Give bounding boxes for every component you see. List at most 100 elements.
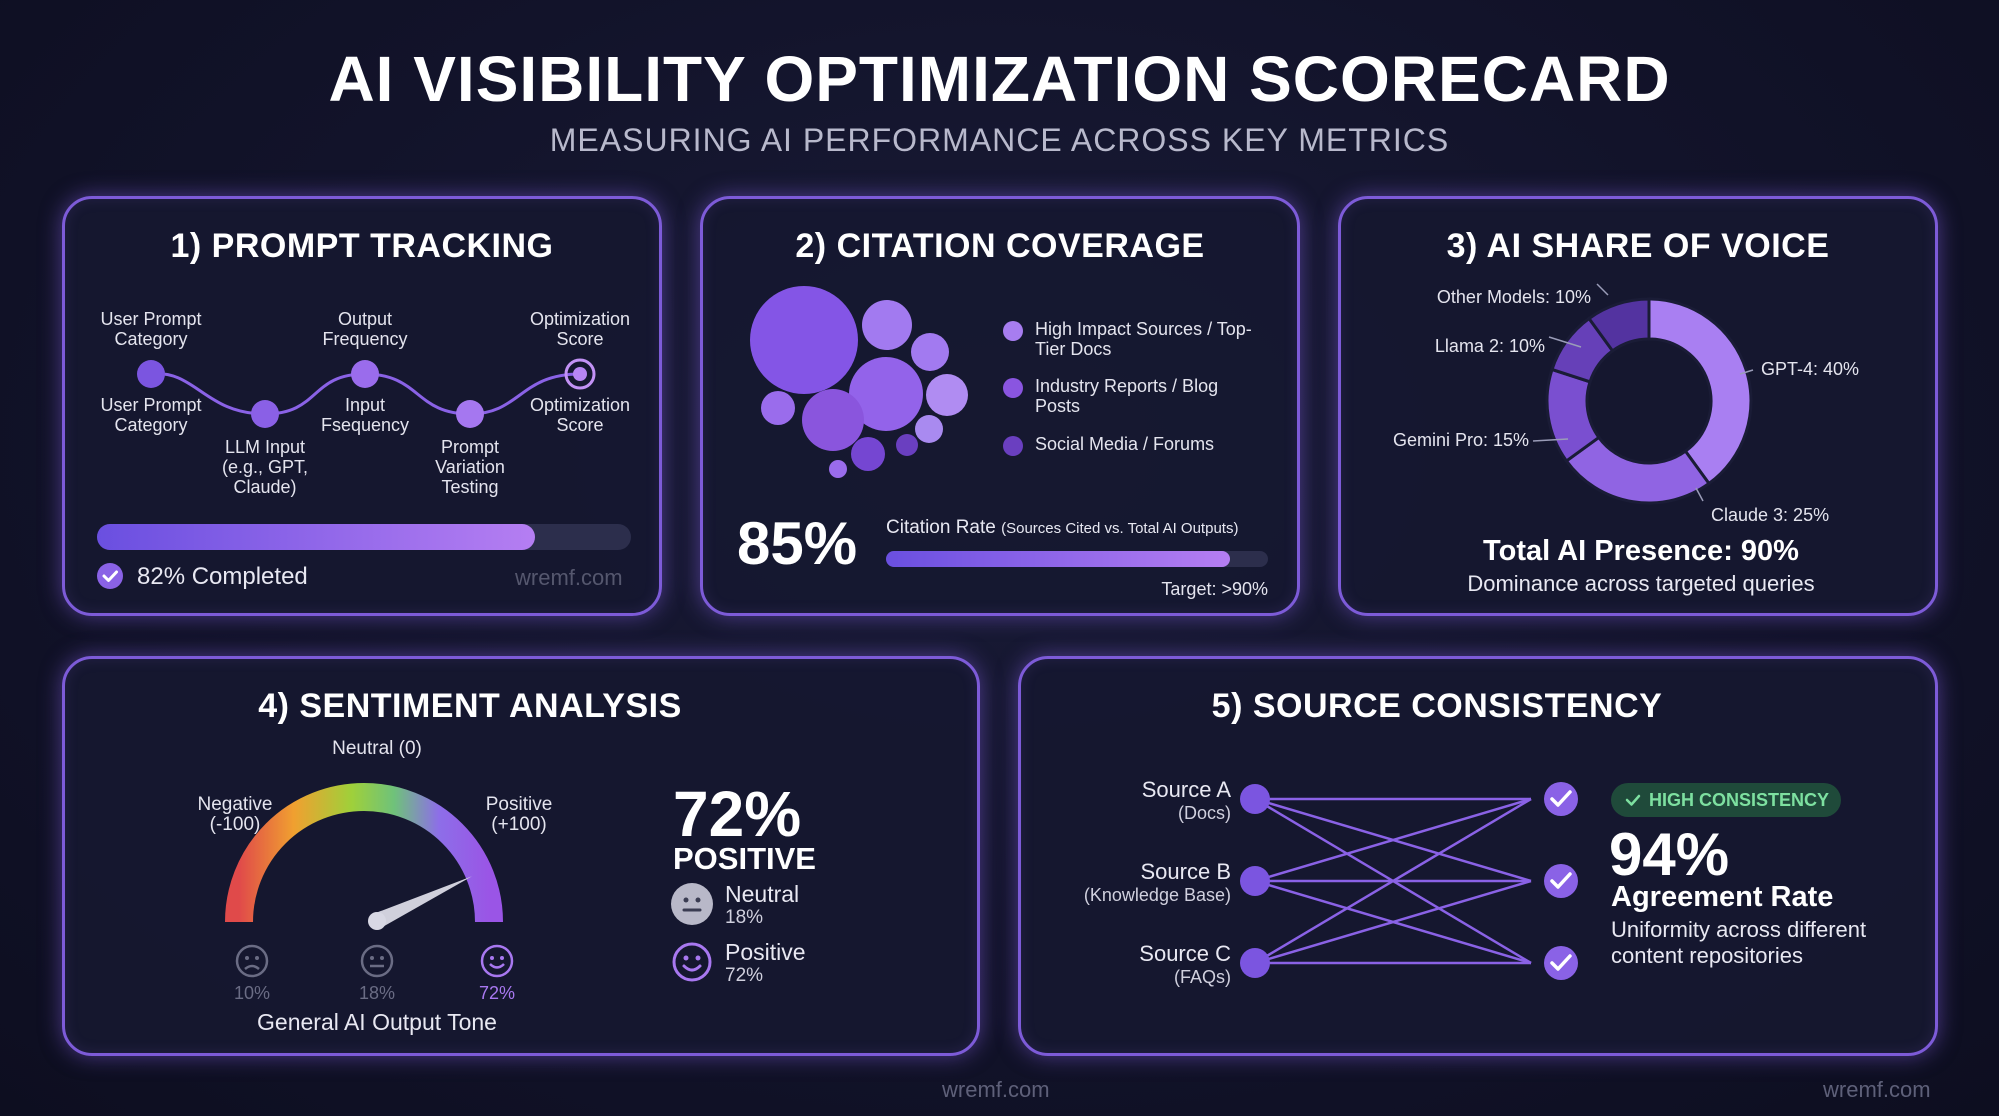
gauge-label-negative: Negative (-100) xyxy=(197,794,273,835)
legend-label: High Impact Sources / Top-Tier Docs xyxy=(1035,319,1252,359)
citation-coverage-title: 2) CITATION COVERAGE xyxy=(795,227,1205,265)
check-icon xyxy=(97,563,123,589)
positive-name: Positive xyxy=(725,939,806,965)
neutral-name: Neutral xyxy=(725,881,800,907)
gauge-label-positive: Positive (+100) xyxy=(485,794,553,835)
flow-label: Prompt Variation Testing xyxy=(435,437,505,497)
consistency-desc: Uniformity across different content repo… xyxy=(1611,917,1867,968)
citation-coverage-card: 2) CITATION COVERAGE High Impact Sources… xyxy=(700,196,1300,616)
flow-node xyxy=(351,360,379,388)
neutral-pct: 18% xyxy=(725,907,764,928)
pct-positive: 72% xyxy=(478,983,516,1003)
happy-face-icon xyxy=(671,941,713,988)
neutral-face-icon xyxy=(671,883,713,925)
source-consistency-card: 5) SOURCE CONSISTENCY Sou xyxy=(1018,656,1938,1056)
source-network xyxy=(1240,782,1578,980)
legend-item: Social Media / Forums xyxy=(1003,434,1263,456)
citation-rate-sub: (Sources Cited vs. Total AI Outputs) xyxy=(1001,520,1239,537)
consistency-value: 94% xyxy=(1609,821,1730,888)
citation-bubble-cluster xyxy=(750,286,968,478)
citation-progress-fill xyxy=(886,551,1230,567)
citation-progress-track xyxy=(886,551,1268,567)
donut-label-gpt4: GPT-4: 40% xyxy=(1761,359,1860,379)
progress-label: 82% Completed xyxy=(137,563,308,590)
share-total-sub: Dominance across targeted queries xyxy=(1467,571,1815,596)
citation-bubble xyxy=(829,460,847,478)
source-label: Source A (Docs) xyxy=(1041,777,1231,824)
citation-bubble xyxy=(862,300,912,350)
legend-label: Social Media / Forums xyxy=(1035,434,1215,454)
footer-watermark: wremf.com xyxy=(942,1077,1050,1102)
positive-pct: 72% xyxy=(725,965,764,986)
legend-item: High Impact Sources / Top-Tier Docs xyxy=(1003,319,1263,359)
check-icon xyxy=(1544,782,1578,816)
sad-face-icon xyxy=(234,943,270,984)
sentiment-big-label: POSITIVE xyxy=(673,841,816,876)
source-label: Source B (Knowledge Base) xyxy=(1041,859,1231,906)
flow-label: Optimization Score xyxy=(529,395,631,435)
flow-label: User Prompt Category xyxy=(100,309,202,349)
citation-rate-label: Citation Rate (Sources Cited vs. Total A… xyxy=(886,517,1238,539)
flow-node xyxy=(251,400,279,428)
citation-bubble xyxy=(911,333,949,371)
source-node xyxy=(1240,948,1270,978)
progress-fill xyxy=(97,524,535,550)
prompt-tracking-card: 1) PROMPT TRACKING User Prompt Category … xyxy=(62,196,662,616)
footer-watermark: wremf.com xyxy=(1823,1077,1931,1102)
legend-item: Industry Reports / Blog Posts xyxy=(1003,376,1263,416)
citation-bubble xyxy=(849,357,923,431)
sentiment-title: 4) SENTIMENT ANALYSIS xyxy=(258,687,682,725)
citation-bubble xyxy=(896,434,918,456)
donut-label-llama2: Llama 2: 10% xyxy=(1434,336,1545,356)
consistency-label: Agreement Rate xyxy=(1611,881,1834,913)
donut-label-other: Other Models: 10% xyxy=(1436,287,1591,307)
legend-label: Industry Reports / Blog Posts xyxy=(1035,376,1219,416)
citation-rate-title: Citation Rate xyxy=(886,517,996,538)
pct-neutral: 18% xyxy=(358,983,396,1003)
source-name: Source C xyxy=(1139,941,1231,966)
sentiment-card: 4) SENTIMENT ANALYSIS Neutral (0) Negati… xyxy=(62,656,980,1056)
flow-node xyxy=(564,358,596,390)
flow-label: LLM Input (e.g., GPT, Claude) xyxy=(221,437,309,497)
flow-node xyxy=(456,400,484,428)
gauge-caption: General AI Output Tone xyxy=(257,1009,497,1035)
citation-bubble xyxy=(761,391,795,425)
sentiment-big-value: 72% xyxy=(673,778,802,850)
gauge-label-neutral: Neutral (0) xyxy=(332,738,422,759)
citation-bubble xyxy=(915,415,943,443)
happy-face-icon xyxy=(479,943,515,984)
check-icon xyxy=(1544,864,1578,898)
legend-dot xyxy=(1003,321,1023,341)
citation-bubble xyxy=(926,374,968,416)
progress-track xyxy=(97,524,631,550)
citation-bubble xyxy=(802,389,864,451)
donut-slice xyxy=(1647,297,1753,486)
source-consistency-title: 5) SOURCE CONSISTENCY xyxy=(1211,687,1663,725)
source-sub: (Docs) xyxy=(1178,803,1231,823)
citation-bubble xyxy=(851,437,885,471)
donut-label-claude3: Claude 3: 25% xyxy=(1711,505,1830,525)
source-sub: (Knowledge Base) xyxy=(1083,885,1231,905)
flow-label: User Prompt Category xyxy=(100,395,202,435)
status-badge-label: HIGH CONSISTENCY xyxy=(1649,789,1830,810)
donut-slice xyxy=(1564,435,1712,505)
prompt-tracking-title: 1) PROMPT TRACKING xyxy=(170,227,554,265)
pct-negative: 10% xyxy=(233,983,271,1003)
page-subtitle: MEASURING AI PERFORMANCE ACROSS KEY METR… xyxy=(549,122,1450,158)
donut-label-gemini: Gemini Pro: 15% xyxy=(1392,430,1529,450)
citation-target: Target: >90% xyxy=(1161,579,1268,599)
gauge-needle xyxy=(373,876,473,929)
page-title: AI VISIBILITY OPTIMIZATION SCORECARD xyxy=(328,43,1671,115)
card-watermark: wremf.com xyxy=(515,565,623,590)
flow-label: Input Fsequency xyxy=(320,395,410,435)
share-of-voice-card: 3) AI SHARE OF VOICE GPT-4: 40% Claude 3… xyxy=(1338,196,1938,616)
flow-label: Output Frequency xyxy=(322,309,408,349)
flow-label: Optimization Score xyxy=(529,309,631,349)
check-icon xyxy=(1625,794,1641,806)
sentiment-gauge xyxy=(225,783,503,930)
prompt-flow-diagram xyxy=(137,358,596,428)
source-label: Source C (FAQs) xyxy=(1041,941,1231,988)
status-badge: HIGH CONSISTENCY xyxy=(1611,783,1842,817)
neutral-face-icon xyxy=(359,943,395,984)
citation-bubble xyxy=(750,286,858,394)
